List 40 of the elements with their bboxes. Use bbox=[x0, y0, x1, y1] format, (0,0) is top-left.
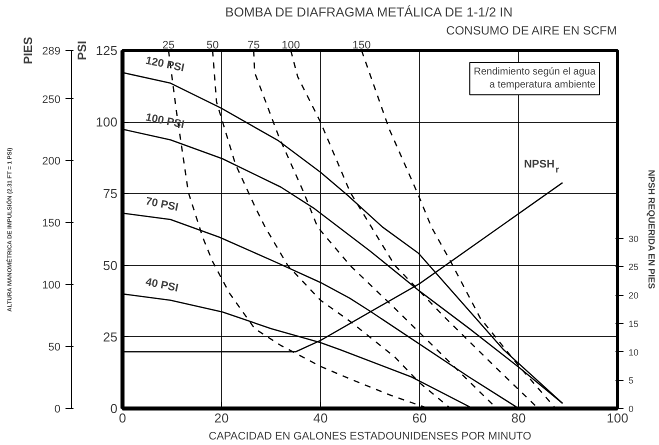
y2-tick-label: 25 bbox=[628, 262, 639, 272]
text: 120 PSI bbox=[144, 54, 186, 74]
y3-tick-label: 289 bbox=[42, 46, 61, 58]
y2-tick-label: 15 bbox=[628, 318, 639, 329]
y3-tick-label: 100 bbox=[42, 280, 61, 292]
y-tick-label: 100 bbox=[96, 114, 118, 130]
x-tick-label: 100 bbox=[606, 410, 628, 426]
x-tick-label: 20 bbox=[214, 410, 229, 426]
series-label: 150 bbox=[352, 40, 371, 52]
y-tick-label: 0 bbox=[110, 401, 118, 416]
y2-tick-label: 10 bbox=[628, 347, 639, 358]
series-label: 75 bbox=[248, 40, 260, 52]
text: 40 PSI bbox=[144, 276, 180, 294]
series-label: 100 bbox=[282, 40, 300, 52]
y2-tick-label: 0 bbox=[628, 404, 634, 414]
x-tick-label: 80 bbox=[511, 410, 526, 426]
x-tick-label: 60 bbox=[412, 410, 427, 426]
y-tick-label: 50 bbox=[103, 258, 118, 273]
y3-tick-label: 250 bbox=[42, 94, 61, 106]
y3-tick-label: 50 bbox=[48, 342, 61, 354]
y-tick-label: 25 bbox=[103, 329, 118, 344]
y3-tick-label: 200 bbox=[42, 156, 61, 168]
y2-tick-label: 30 bbox=[628, 234, 639, 244]
y2-axis-title: NPSH REQUERIDA EN PIES bbox=[646, 170, 657, 289]
text: 100 PSI bbox=[144, 112, 186, 132]
x-tick-label: 40 bbox=[313, 410, 328, 426]
series-label: 50 bbox=[206, 40, 219, 52]
chart-title: BOMBA DE DIAFRAGMA METÁLICA DE 1-1/2 IN bbox=[225, 4, 513, 20]
y3-tick-label: 150 bbox=[42, 218, 61, 230]
y3-axis-title: PIES bbox=[21, 36, 36, 64]
text: 70 PSI bbox=[144, 195, 180, 214]
annotation: Rendimiento según el agua a temperatura ambiente bbox=[474, 66, 596, 91]
text: CONSUMO DE AIRE EN SCFM bbox=[446, 24, 617, 38]
y2-tick-label: 20 bbox=[628, 290, 639, 301]
y-tick-label: 125 bbox=[96, 43, 118, 58]
series-label: 25 bbox=[162, 40, 175, 52]
x-axis-title: CAPACIDAD EN GALONES ESTADOUNIDENSES POR MINUTO bbox=[208, 430, 532, 442]
y-tick-label: 75 bbox=[103, 186, 118, 202]
y2-tick-label: 5 bbox=[628, 376, 634, 386]
y-axis-title: PSI bbox=[74, 40, 89, 60]
